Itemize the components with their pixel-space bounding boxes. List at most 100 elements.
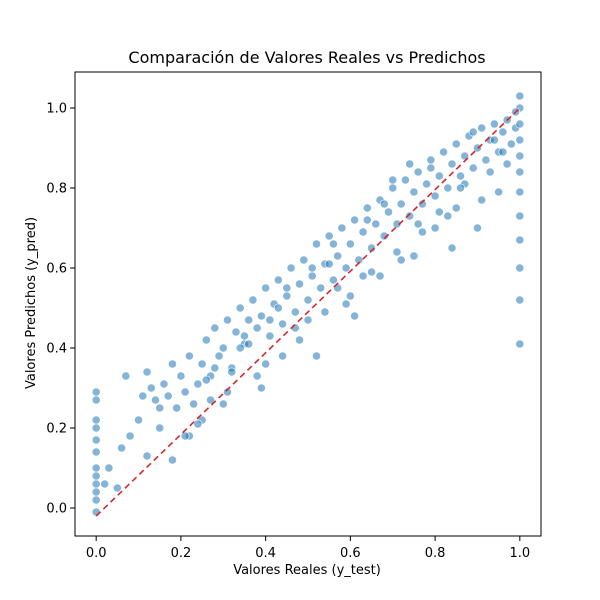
scatter-point xyxy=(307,271,317,281)
scatter-point xyxy=(515,339,525,349)
scatter-point xyxy=(443,183,453,193)
scatter-point xyxy=(392,247,402,257)
scatter-point xyxy=(252,371,262,381)
scatter-point xyxy=(201,375,211,385)
y-tick-label: 0.4 xyxy=(46,342,67,357)
scatter-point xyxy=(273,275,283,285)
scatter-point xyxy=(384,207,393,217)
scatter-point xyxy=(104,463,114,473)
scatter-point xyxy=(515,91,525,101)
scatter-point xyxy=(494,187,504,197)
scatter-point xyxy=(265,331,275,341)
y-tick-label: 0.8 xyxy=(46,182,67,197)
scatter-point xyxy=(434,207,444,217)
scatter-point xyxy=(151,395,160,405)
scatter-point xyxy=(235,343,245,353)
scatter-point xyxy=(282,291,292,301)
scatter-point xyxy=(303,315,313,325)
scatter-point xyxy=(345,239,355,249)
scatter-point xyxy=(358,271,368,281)
x-tick-label: 0.2 xyxy=(171,546,192,561)
scatter-point xyxy=(417,227,427,237)
scatter-point xyxy=(468,127,478,137)
scatter-point xyxy=(252,323,262,333)
scatter-point xyxy=(477,195,487,205)
scatter-point xyxy=(303,295,313,305)
scatter-point xyxy=(91,463,101,473)
scatter-point xyxy=(282,283,292,293)
scatter-point xyxy=(358,227,368,237)
scatter-point xyxy=(341,263,351,273)
scatter-point xyxy=(168,359,177,369)
scatter-point xyxy=(91,387,101,397)
scatter-point xyxy=(515,151,525,161)
scatter-point xyxy=(227,367,237,377)
scatter-point xyxy=(447,243,457,253)
scatter-point xyxy=(413,167,423,177)
scatter-point xyxy=(405,159,415,169)
scatter-point xyxy=(451,203,461,213)
scatter-point xyxy=(417,199,427,209)
scatter-point xyxy=(477,123,487,133)
scatter-point xyxy=(396,255,406,265)
scatter-point xyxy=(401,175,410,185)
scatter-point xyxy=(456,171,465,181)
scatter-point xyxy=(489,119,499,129)
scatter-point xyxy=(261,283,271,293)
scatter-point xyxy=(235,303,245,313)
scatter-point xyxy=(426,163,436,173)
scatter-point xyxy=(265,315,275,325)
scatter-point xyxy=(218,343,228,353)
scatter-point xyxy=(426,155,436,165)
scatter-point xyxy=(180,431,190,441)
scatter-point xyxy=(333,251,343,261)
scatter-point xyxy=(489,135,499,145)
scatter-point xyxy=(515,187,525,197)
y-tick-label: 0.0 xyxy=(46,502,67,517)
scatter-point xyxy=(451,139,461,149)
scatter-point xyxy=(155,423,165,433)
scatter-point xyxy=(502,159,512,169)
plot-area xyxy=(91,91,525,517)
scatter-point xyxy=(91,447,101,457)
scatter-point xyxy=(273,303,283,313)
scatter-point xyxy=(430,223,440,233)
scatter-point xyxy=(290,307,300,317)
scatter-point xyxy=(409,251,419,261)
scatter-point xyxy=(362,203,372,213)
scatter-point xyxy=(91,479,101,489)
reference-line-layer xyxy=(95,107,521,517)
scatter-point xyxy=(515,119,525,129)
scatter-point xyxy=(498,127,508,137)
scatter-point xyxy=(206,395,215,405)
scatter-point xyxy=(138,391,148,401)
scatter-point xyxy=(155,403,165,413)
scatter-point xyxy=(117,443,126,453)
scatter-point xyxy=(362,215,372,225)
scatter-point xyxy=(329,239,338,249)
scatter-point xyxy=(515,235,525,245)
scatter-point xyxy=(163,391,173,401)
scatter-point xyxy=(345,291,355,301)
scatter-point xyxy=(91,507,101,517)
scatter-point xyxy=(413,219,423,229)
scatter-point xyxy=(278,319,287,329)
scatter-point xyxy=(515,211,525,221)
scatter-point xyxy=(341,299,351,309)
scatter-point xyxy=(456,183,465,193)
y-axis-label: Valores Predichos (y_pred) xyxy=(24,217,39,389)
scatter-point xyxy=(405,211,415,221)
x-tick-label: 0.4 xyxy=(255,546,276,561)
scatter-point xyxy=(184,351,194,361)
x-axis-label: Valores Reales (y_test) xyxy=(233,563,381,578)
scatter-point xyxy=(295,279,304,289)
scatter-point xyxy=(350,215,359,225)
scatter-point xyxy=(468,163,478,173)
scatter-point xyxy=(447,159,457,169)
scatter-point xyxy=(121,371,131,381)
scatter-point xyxy=(443,211,453,221)
plot-frame xyxy=(74,71,542,537)
chart-title: Comparación de Valores Reales vs Predich… xyxy=(128,48,485,67)
scatter-point xyxy=(134,415,143,425)
